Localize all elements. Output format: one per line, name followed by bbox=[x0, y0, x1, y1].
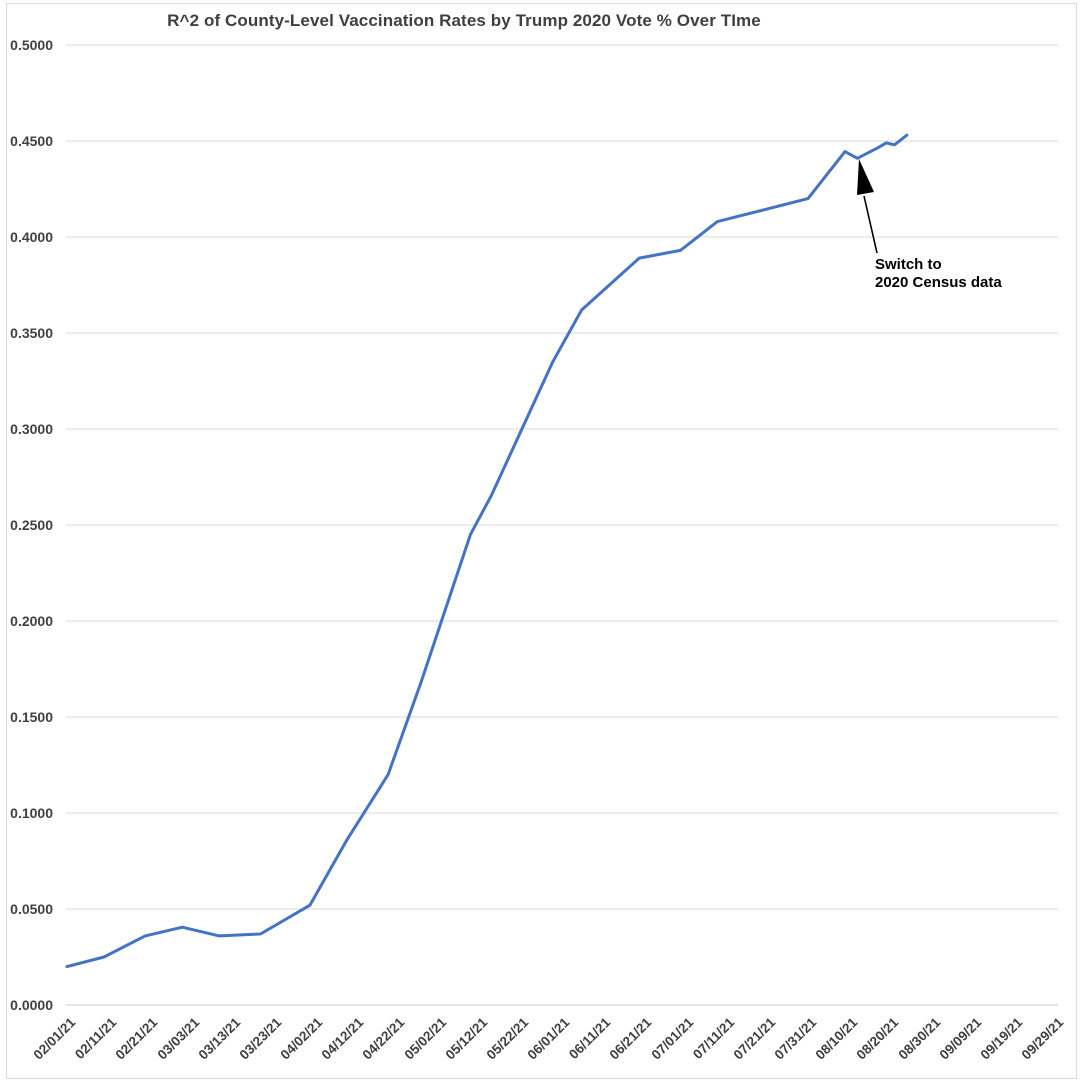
y-tick-label: 0.1000 bbox=[10, 805, 53, 821]
chart-title: R^2 of County-Level Vaccination Rates by… bbox=[167, 11, 761, 30]
y-tick-label: 0.1500 bbox=[10, 709, 53, 725]
y-tick-label: 0.5000 bbox=[10, 37, 53, 53]
y-tick-label: 0.3000 bbox=[10, 421, 53, 437]
annotation-arrow-head bbox=[857, 159, 874, 195]
annotation-text-line1: Switch to bbox=[875, 256, 942, 273]
annotation-switch-census: Switch to 2020 Census data bbox=[875, 256, 1002, 292]
series-line-r2 bbox=[65, 133, 909, 969]
annotation-text-line2: 2020 Census data bbox=[875, 274, 1002, 291]
y-tick-label: 0.4500 bbox=[10, 133, 53, 149]
y-tick-label: 0.0500 bbox=[10, 901, 53, 917]
annotation-arrow-shaft bbox=[863, 195, 878, 254]
y-tick-label: 0.3500 bbox=[10, 325, 53, 341]
y-tick-label: 0.0000 bbox=[10, 997, 53, 1013]
y-tick-label: 0.2000 bbox=[10, 613, 53, 629]
y-tick-label: 0.2500 bbox=[10, 517, 53, 533]
y-tick-label: 0.4000 bbox=[10, 229, 53, 245]
